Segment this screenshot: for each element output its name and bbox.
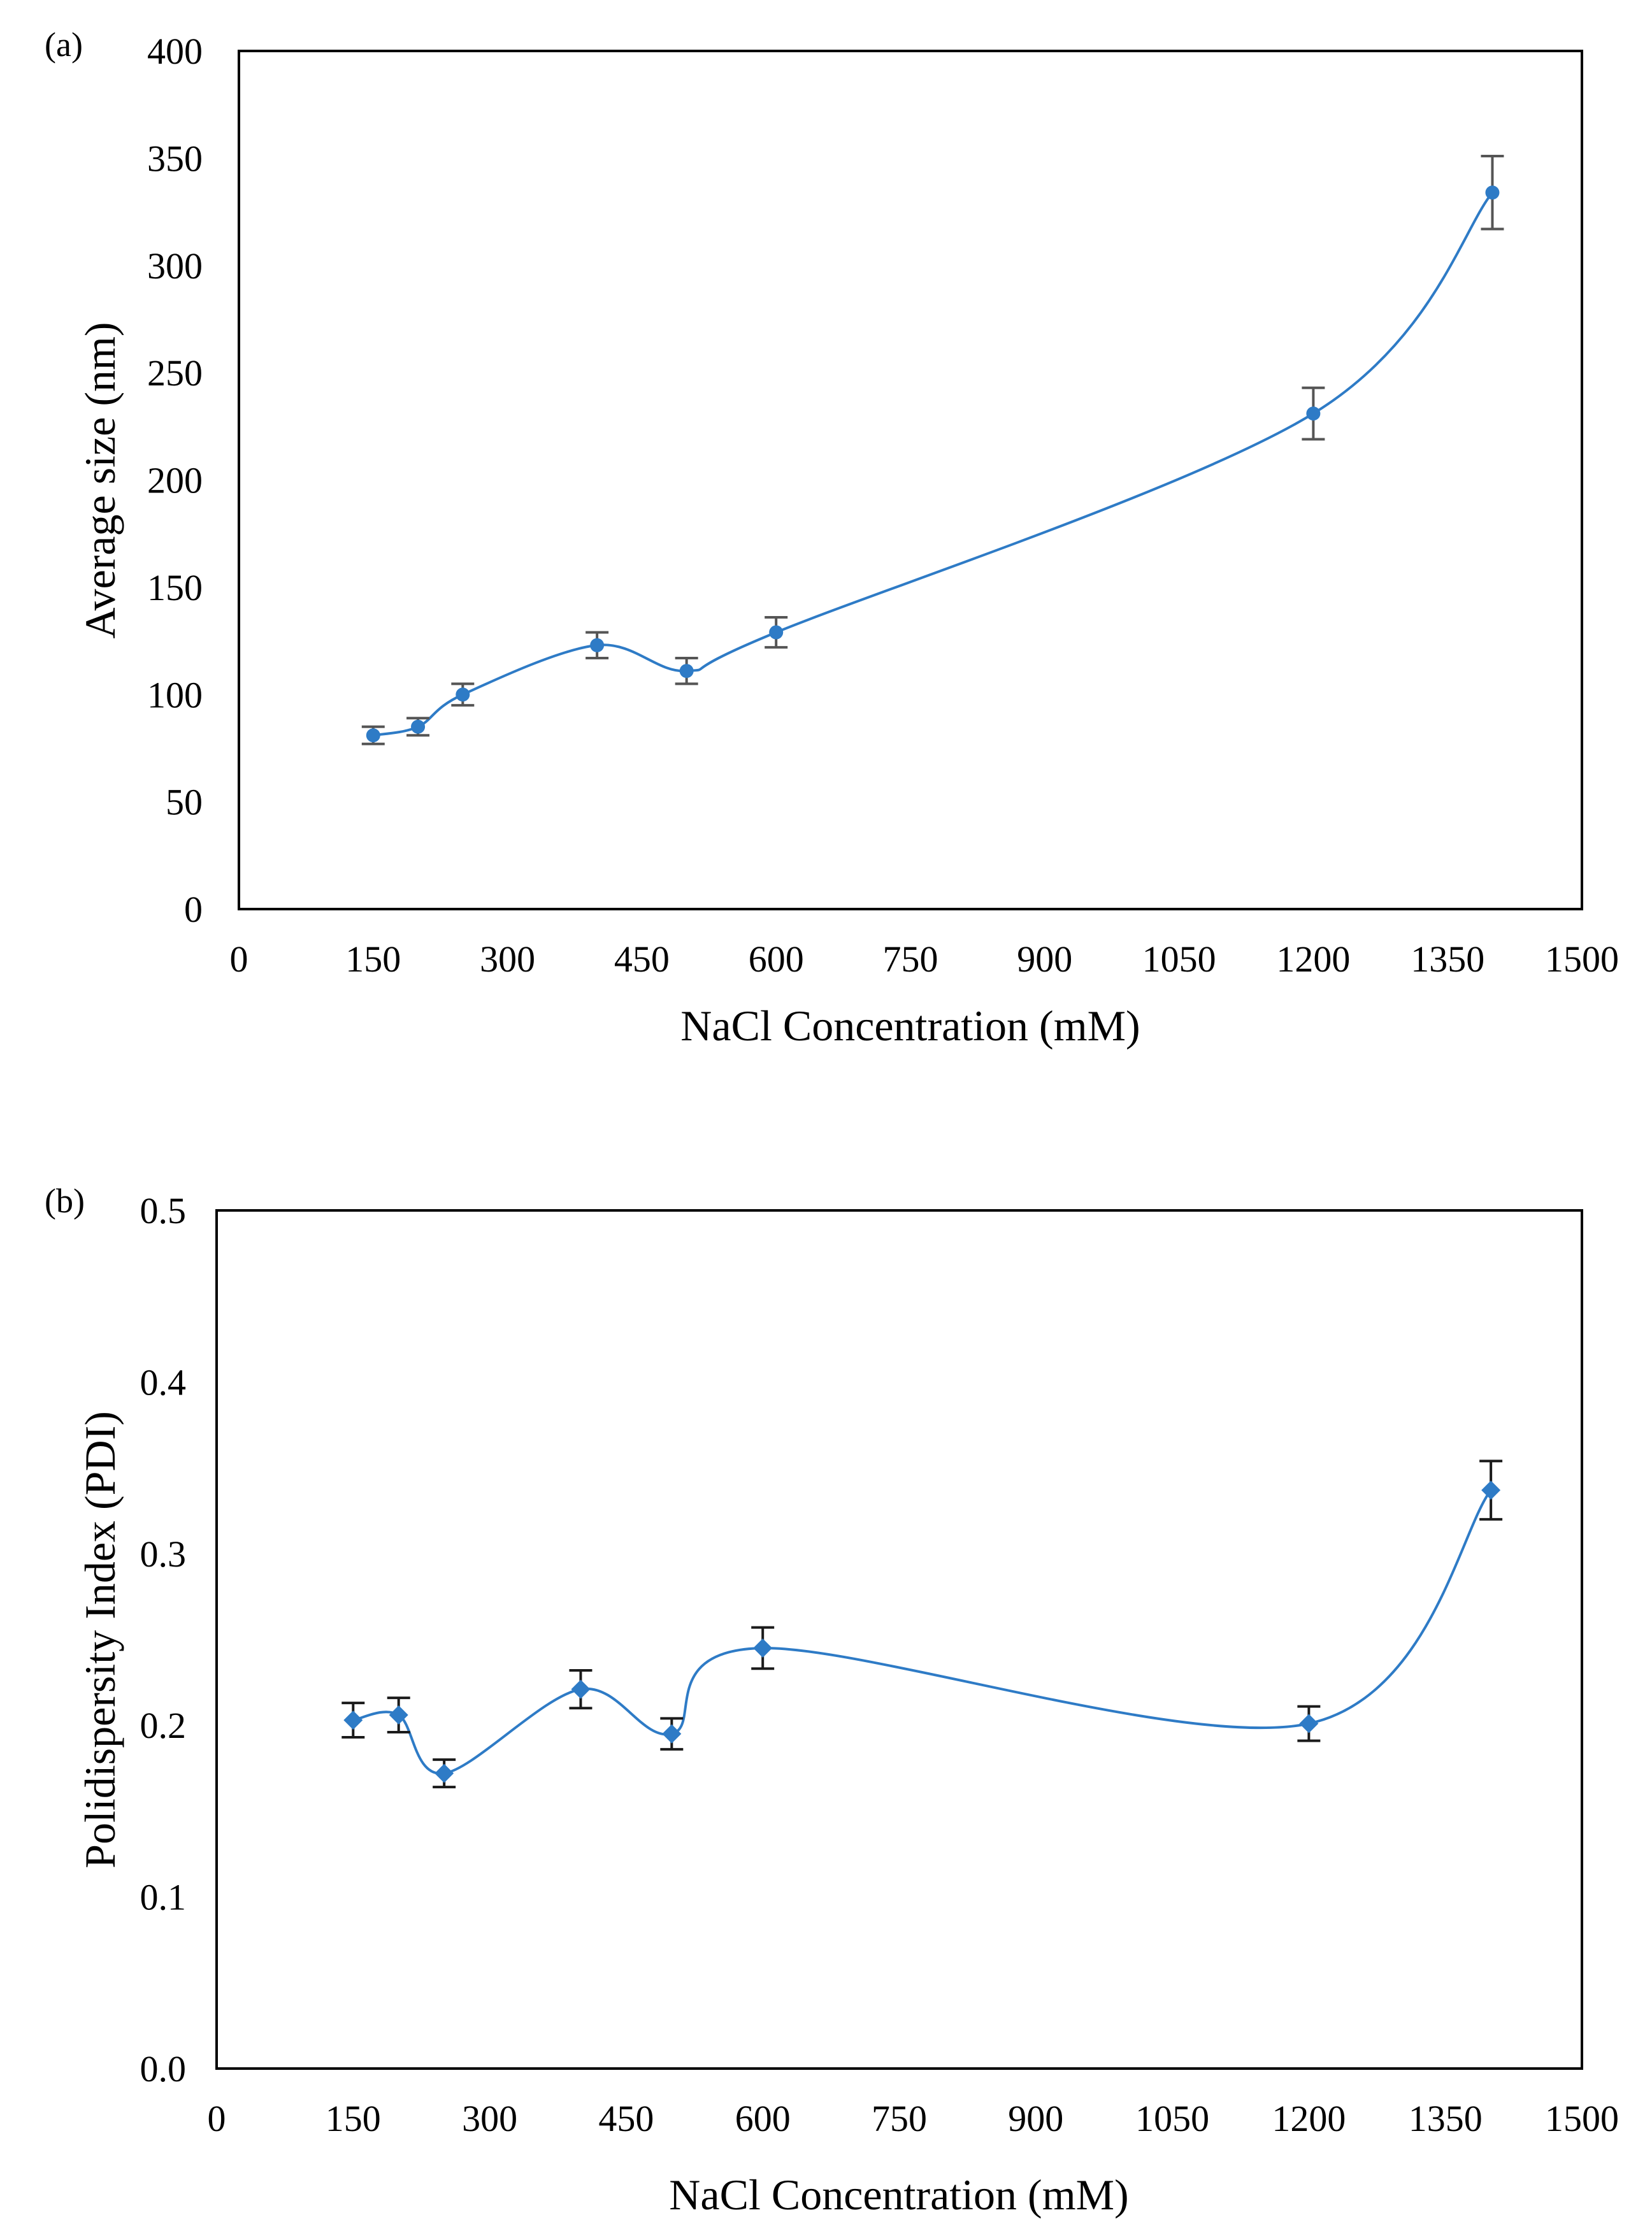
panel-b-y-tick-label: 0.2 (140, 1705, 187, 1746)
panel-b-x-tick-label: 1500 (1545, 2098, 1619, 2139)
panel-a-series-line (373, 191, 1494, 737)
panel-a-error-bars (361, 155, 1504, 745)
panel-b-label: (b) (45, 1182, 85, 1220)
panel-a-data-point (1306, 406, 1321, 421)
panel-b-x-tick-label: 1050 (1135, 2098, 1209, 2139)
panel-a-x-tick-label: 150 (345, 938, 401, 980)
panel-a-x-tick-label: 1350 (1411, 938, 1484, 980)
panel-b-x-tick-label: 0 (208, 2098, 226, 2139)
panel-a-y-tick-label: 100 (147, 674, 203, 715)
panel-a-curve-layer (373, 191, 1494, 737)
panel-a-y-tick-label: 50 (166, 782, 203, 823)
panel-b-y-axis-title: Polidispersity Index (PDI) (76, 1411, 124, 1869)
panel-a-y-tick-label: 200 (147, 460, 203, 501)
panel-a-plot-frame (238, 50, 1583, 910)
panel-b-data-point (389, 1705, 408, 1725)
panel-b-x-tick-label: 1200 (1272, 2098, 1346, 2139)
panel-a-y-tick-label: 0 (184, 889, 203, 930)
panel-b-x-tick-label: 150 (326, 2098, 381, 2139)
panel-b-data-point (753, 1638, 773, 1658)
panel-a-x-tick-label: 750 (883, 938, 938, 980)
panel-a-x-ticks: 0 150 300 450 600 750 900 1050 1200 1350 1500 (230, 938, 1620, 980)
panel-b-error-bars (341, 1460, 1503, 1789)
panel-b-data-point (1481, 1481, 1501, 1500)
panel-a-y-axis-title: Average size (nm) (76, 322, 124, 638)
panel-a-label: (a) (45, 25, 83, 64)
panel-a-x-tick-label: 450 (614, 938, 670, 980)
panel-b-y-ticks: 0.0 0.1 0.2 0.3 0.4 0.5 (140, 1190, 187, 2090)
panel-b-curve-layer (352, 1489, 1492, 1775)
panel-a-data-point (590, 638, 605, 652)
panel-b-data-point (1299, 1714, 1319, 1733)
panel-b-x-tick-label: 900 (1008, 2098, 1063, 2139)
panel-a-x-tick-label: 300 (480, 938, 535, 980)
panel-b-plot-frame (215, 1209, 1583, 2070)
panel-a-y-tick-label: 250 (147, 352, 203, 394)
panel-a-y-ticks: 0 50 100 150 200 250 300 350 400 (147, 31, 203, 930)
panel-b-pdi: (b) 0.0 0.1 0.2 0.3 0.4 0.5 0 150 300 450 600 750 9… (45, 1182, 1619, 2219)
panel-b-y-tick-label: 0.5 (140, 1190, 187, 1231)
panel-b-x-tick-label: 750 (872, 2098, 927, 2139)
panel-a-x-tick-label: 1200 (1276, 938, 1350, 980)
panel-b-data-point (571, 1679, 591, 1699)
panel-b-points (343, 1481, 1501, 1783)
panel-a-x-axis-title: NaCl Concentration (mM) (680, 1001, 1140, 1050)
panel-b-x-tick-label: 1350 (1409, 2098, 1483, 2139)
panel-a-data-point (456, 687, 470, 702)
panel-a-y-tick-label: 350 (147, 138, 203, 179)
panel-a-data-point (769, 625, 784, 640)
panel-a-data-point (1485, 185, 1500, 200)
panel-b-x-tick-label: 600 (735, 2098, 791, 2139)
panel-b-series-line (352, 1489, 1492, 1775)
panel-a-x-tick-label: 1500 (1545, 938, 1619, 980)
panel-a-y-tick-label: 300 (147, 245, 203, 287)
panel-a-x-tick-label: 600 (749, 938, 804, 980)
panel-b-y-tick-label: 0.3 (140, 1533, 187, 1575)
panel-a-data-point (679, 664, 694, 678)
panel-b-x-ticks: 0 150 300 450 600 750 900 1050 1200 1350 1500 (208, 2098, 1620, 2139)
panel-b-y-tick-label: 0.0 (140, 2048, 187, 2090)
panel-a-x-tick-label: 0 (230, 938, 248, 980)
panel-b-y-tick-label: 0.1 (140, 1877, 187, 1918)
panel-a-data-point (411, 719, 426, 734)
panel-a-y-tick-label: 400 (147, 31, 203, 72)
panel-a-average-size: (a) 0 50 100 150 200 250 300 350 400 0 150 300 450 6… (45, 25, 1619, 1050)
panel-b-data-point (343, 1711, 363, 1730)
panel-b-x-tick-label: 300 (462, 2098, 517, 2139)
panel-b-y-tick-label: 0.4 (140, 1361, 187, 1403)
panel-a-data-point (366, 728, 380, 743)
panel-a-points (366, 185, 1500, 743)
panel-a-x-tick-label: 900 (1017, 938, 1072, 980)
panel-b-data-point (435, 1763, 454, 1783)
panel-a-y-tick-label: 150 (147, 567, 203, 608)
panel-b-x-axis-title: NaCl Concentration (mM) (669, 2170, 1128, 2219)
panel-b-data-point (662, 1724, 682, 1744)
panel-b-x-tick-label: 450 (598, 2098, 654, 2139)
panel-a-x-tick-label: 1050 (1142, 938, 1216, 980)
